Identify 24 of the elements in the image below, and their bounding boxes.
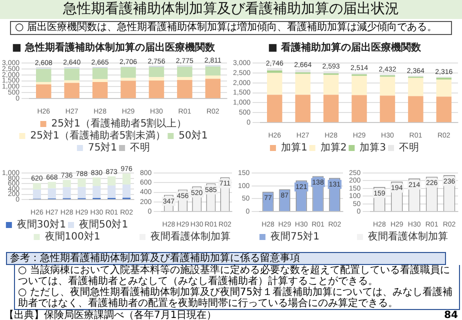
legend-label: 不明 [399,142,420,154]
text: ○ 当該病棟において入院基本料等の施設基準に定める必要な数を超えて配置している看護職員については、看護補助者とみなして（みなし看護補助者）計算することができる。 [18,265,450,287]
legend-label: 夜間50対1 [79,218,128,231]
text: 参考：急性期看護補助体制加算及び看護補助加算に係る留意事項 [6,252,446,265]
legend-label: 夜間看護体制加算 [368,230,448,243]
legend-label: 夜間30対1 [16,218,66,231]
legend-label: 75対1 [88,142,118,154]
text: ○ ただし、夜間急性期看護補助体制加算及び夜間75対１看護補助加算については、みなし看護補助者ではなく、看護補助者の配置を夜勤時間帯に行っている場合にのみ算定できる。 [18,287,454,309]
legend-label: 50対1 [178,130,208,142]
legend-label: 25対1（看護補助者5割未満） [30,130,166,142]
legend-label: 不明 [130,142,150,154]
text: 【出典】保険局医療課調べ（各年7月1日現在） [4,310,217,320]
legend-label: 夜間看護体制加算 [150,230,230,243]
legend-label: 夜間75対1 [270,230,320,243]
text: 急性期看護補助体制加算及び看護補助加算の届出状況 [0,0,462,19]
chart-title: ■ 急性期看護補助体制加算の届出医療機関数 [12,42,216,54]
legend-label: 加算2 [320,142,347,154]
legend-label: 25対1（看護補助者5割以上） [51,118,187,130]
chart-title: ■ 看護補助加算の届出医療機関数 [268,42,422,54]
text: 84 [444,310,458,320]
legend-label: 夜間100対1 [44,230,100,243]
legend-label: 加算1 [280,142,308,154]
text: ○ 届出医療機関数は、急性期看護補助体制加算は増加傾向、看護補助加算は減少傾向である。 [10,21,452,35]
legend-label: 加算3 [360,142,386,154]
